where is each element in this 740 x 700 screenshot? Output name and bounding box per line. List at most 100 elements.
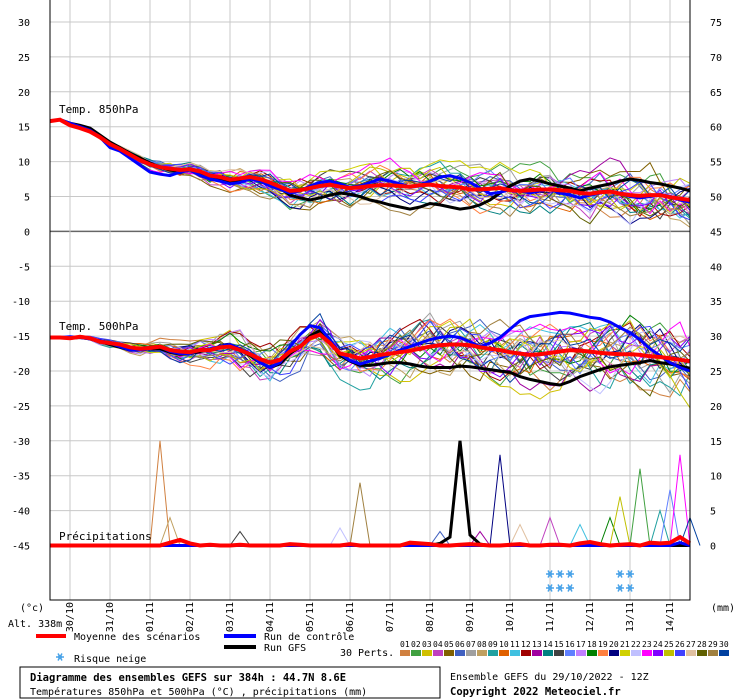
precip-peak-line [569,523,591,546]
perturbation-number: 13 [532,640,542,649]
perturbation-number: 29 [708,640,718,649]
perturbation-number: 21 [620,640,630,649]
perturbation-swatch [565,650,575,656]
chart-subtitle: Températures 850hPa et 500hPa (°C) , pré… [30,686,367,698]
perturbation-number: 12 [521,640,531,649]
y-tick-label-left: 25 [18,53,30,64]
y-tick-label-right: 50 [710,193,722,204]
y-tick-label-right: 10 [710,472,722,483]
snowflake-icon [626,584,634,592]
perturbation-swatch [466,650,476,656]
perturbation-swatch [642,650,652,656]
perturbation-swatch [499,650,509,656]
precip-peak-line [349,482,371,546]
perturbations-label: 30 Perts. [340,648,394,659]
precip-peak-line [539,516,561,546]
y-tick-label-right: 15 [710,437,722,448]
perturbation-swatch [686,650,696,656]
date-label: 30/10 [65,602,76,632]
snowflake-icon [616,570,624,578]
snowflake-icon [56,653,64,661]
series-line-t500 [50,332,691,365]
perturbation-number: 03 [422,640,432,649]
perturbation-number: 30 [719,640,729,649]
y-tick-label-right: 55 [710,158,722,169]
date-label: 02/11 [185,602,196,632]
legend-snow-label: Risque neige [74,654,146,665]
right-unit-label: (mm) [711,603,735,614]
perturbation-swatch [664,650,674,656]
perturbation-number: 08 [477,640,487,649]
date-label: 14/11 [665,602,676,632]
y-tick-label-left: -45 [12,542,30,553]
precip-peak-line [509,523,531,546]
perturbation-number: 02 [411,640,421,649]
y-tick-label-right: 25 [710,367,722,378]
perturbation-number: 09 [488,640,498,649]
perturbation-number: 15 [554,640,564,649]
perturbation-swatch [719,650,729,656]
snow-risk-icons [546,570,634,592]
perturbation-number: 16 [565,640,575,649]
main-series-lines [49,117,692,548]
series-line-precip [50,534,692,548]
snowflake-icon [626,570,634,578]
snowflake-icon [556,584,564,592]
perturbation-swatch [587,650,597,656]
perturbation-swatch [543,650,553,656]
legend: Moyenne des scénarios Run de contrôle Ru… [36,631,729,665]
perturbation-swatch [521,650,531,656]
y-tick-label-left: 30 [18,18,30,29]
perturbation-swatch [477,650,487,656]
date-label: 05/11 [305,602,316,632]
panel-label-precip: Précipitations [59,530,152,543]
y-tick-label-right: 20 [710,402,722,413]
precip-peak-line [149,440,171,546]
perturbation-swatch [697,650,707,656]
y-tick-label-right: 30 [710,332,722,343]
chart-grid [50,0,690,600]
y-tick-label-left: -35 [12,472,30,483]
y-tick-label-left: 0 [24,227,30,238]
snowflake-icon [556,570,564,578]
y-tick-label-right: 65 [710,88,722,99]
precip-peak-line [649,508,671,546]
perturbation-swatch [411,650,421,656]
legend-control-label: Run de contrôle [264,631,354,643]
left-unit-label: (°c) [20,603,44,614]
y-tick-label-left: -10 [12,297,30,308]
perturbation-number: 01 [400,640,410,649]
perturbation-number: 28 [697,640,707,649]
perturbation-swatch [488,650,498,656]
series-line-t850 [49,118,691,204]
precip-peak-line [229,530,251,546]
snowflake-icon [566,584,574,592]
panel-label-t500: Temp. 500hPa [59,320,138,333]
date-label: 01/11 [145,602,156,632]
perturbation-number: 11 [510,640,520,649]
y-tick-label-left: -30 [12,437,30,448]
y-tick-label-left: 10 [18,158,30,169]
precip-peak-line [669,454,691,546]
perturbation-swatch [598,650,608,656]
y-axis-left: 30 25 20 15 10 5 0 -5 -10 -15 -20 -25 -30 -35 -40 -45 [12,18,30,553]
perturbation-number: 17 [576,640,586,649]
date-label: 10/11 [505,602,516,632]
y-tick-label-right: 5 [710,507,716,518]
y-tick-label-left: -25 [12,402,30,413]
perturbation-number: 10 [499,640,509,649]
precip-peak-line [489,454,511,546]
y-tick-label-left: -20 [12,367,30,378]
y-tick-label-right: 60 [710,123,722,134]
perturbation-swatch [653,650,663,656]
y-tick-label-left: -5 [18,262,30,273]
snowflake-icon [56,653,64,661]
perturbation-swatch [455,650,465,656]
perturbation-swatch [422,650,432,656]
date-label: 31/10 [105,602,116,632]
y-tick-label-left: -40 [12,507,30,518]
perturbation-number: 26 [675,640,685,649]
series-line-t850 [49,117,691,202]
y-tick-label-right: 70 [710,53,722,64]
